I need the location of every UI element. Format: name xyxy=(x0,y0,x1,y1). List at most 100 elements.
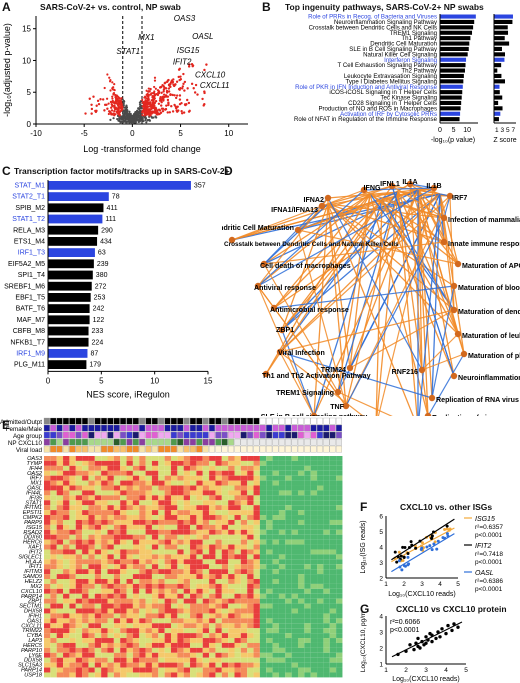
heatmap-cell xyxy=(317,485,324,491)
heatmap-cell xyxy=(298,613,305,619)
heatmap-cell xyxy=(310,475,318,481)
heatmap-cell xyxy=(304,647,311,653)
heatmap-cell xyxy=(336,579,343,584)
heatmap-cell xyxy=(259,500,267,506)
heatmap-cell xyxy=(164,524,171,530)
heatmap-cell xyxy=(50,549,57,555)
heatmap-cell xyxy=(126,613,133,619)
heatmap-cell xyxy=(259,583,267,589)
annotation-cell xyxy=(266,438,273,446)
heatmap-cell xyxy=(285,667,292,673)
heatmap-cell xyxy=(158,638,165,643)
heatmap-cell xyxy=(221,642,229,648)
heatmap-cell xyxy=(234,510,241,516)
data-point xyxy=(123,100,126,103)
heatmap-cell xyxy=(272,579,279,584)
gene-row-label: TYMP xyxy=(26,461,42,467)
heatmap-cell xyxy=(215,574,222,579)
data-point xyxy=(154,111,158,115)
heatmap-cell xyxy=(75,598,83,604)
gene-row-label: CXCL11 xyxy=(21,623,42,629)
heatmap-cell xyxy=(151,574,159,579)
heatmap-cell xyxy=(151,579,159,584)
heatmap-cell xyxy=(310,657,318,663)
heatmap-cell xyxy=(164,500,171,506)
heatmap-cell xyxy=(63,638,70,643)
heatmap-cell xyxy=(139,672,146,678)
heatmap-cell xyxy=(323,564,330,570)
heatmap-cell xyxy=(336,657,343,663)
network-edge xyxy=(327,191,399,199)
heatmap-cell xyxy=(75,652,83,658)
heatmap-cell xyxy=(329,667,337,673)
heatmap-cell xyxy=(266,633,273,639)
heatmap-cell xyxy=(164,544,171,550)
heatmap-cell xyxy=(145,652,152,658)
heatmap-cell xyxy=(209,588,216,594)
heatmap-cell xyxy=(107,465,114,471)
heatmap-cell xyxy=(44,657,51,663)
network-edge xyxy=(257,197,329,287)
data-point xyxy=(111,95,114,98)
heatmap-cell xyxy=(50,480,57,486)
heatmap-cell xyxy=(177,628,184,634)
network-label: Maturation of phagocytes xyxy=(468,352,520,360)
heatmap-cell xyxy=(56,475,64,481)
x-tick-label: 3 xyxy=(500,127,504,134)
y-axis-label: Log₁₀(ISG reads) xyxy=(360,520,367,573)
heatmap-cell xyxy=(209,569,216,575)
heatmap-cell xyxy=(82,515,89,520)
heatmap-cell xyxy=(209,515,216,520)
heatmap-cell xyxy=(164,515,171,520)
heatmap-cell xyxy=(278,524,286,530)
heatmap-cell xyxy=(101,579,108,584)
annotation-cell xyxy=(120,424,127,432)
heatmap-cell xyxy=(120,628,127,634)
heatmap-cell xyxy=(317,647,324,653)
heatmap-cell xyxy=(44,603,51,609)
heatmap-cell xyxy=(101,662,108,668)
annotation-cell xyxy=(221,445,228,453)
data-point xyxy=(146,105,149,109)
heatmap-cell xyxy=(50,559,57,565)
pathway-bar-zscore xyxy=(494,111,501,116)
data-point xyxy=(122,109,125,113)
heatmap-cell xyxy=(158,618,165,624)
heatmap-cell xyxy=(69,480,76,486)
heatmap-cell xyxy=(247,647,254,653)
heatmap-cell xyxy=(240,495,248,501)
heatmap-cell xyxy=(132,490,140,496)
annotation-cell xyxy=(291,431,298,439)
heatmap-cell xyxy=(139,554,146,560)
heatmap-cell xyxy=(56,480,64,486)
heatmap-cell xyxy=(50,583,57,589)
pathway-label: Natural Killer Cell Signaling xyxy=(363,51,437,58)
p-label: p<0.0001 xyxy=(390,627,419,634)
heatmap-cell xyxy=(329,510,337,516)
heatmap-cell xyxy=(317,554,324,560)
heatmap-cell xyxy=(228,495,235,501)
annotation-cell xyxy=(75,417,82,425)
heatmap-cell xyxy=(291,569,298,575)
heatmap-cell xyxy=(113,574,121,579)
heatmap-cell xyxy=(329,623,337,629)
heatmap-cell xyxy=(132,559,140,565)
heatmap-cell xyxy=(310,642,318,648)
heatmap-cell xyxy=(63,579,70,584)
heatmap-cell xyxy=(120,510,127,516)
heatmap-cell xyxy=(221,490,229,496)
heatmap-cell xyxy=(132,613,140,619)
heatmap-cell xyxy=(215,544,222,550)
heatmap-cell xyxy=(82,554,89,560)
annotation-cell xyxy=(132,438,139,446)
heatmap-cell xyxy=(82,662,89,668)
heatmap-cell xyxy=(120,554,127,560)
heatmap-cell xyxy=(228,470,235,476)
heatmap-cell xyxy=(158,633,165,639)
heatmap-cell xyxy=(183,470,191,476)
heatmap-cell xyxy=(94,515,102,520)
annotation-cell xyxy=(259,445,266,453)
heatmap-cell xyxy=(183,628,191,634)
heatmap-cell xyxy=(253,662,260,668)
heatmap-cell xyxy=(323,667,330,673)
